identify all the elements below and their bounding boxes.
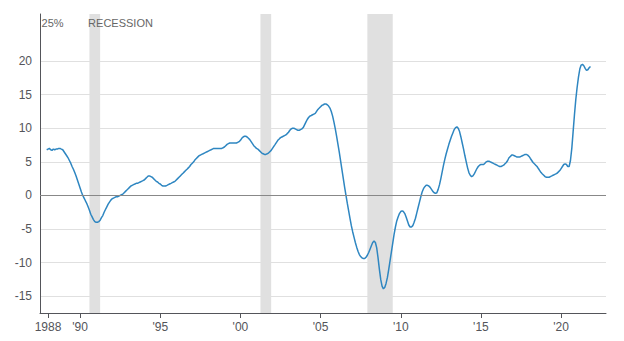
svg-text:10: 10 [19,121,33,135]
svg-text:25%: 25% [42,17,64,29]
svg-text:'05: '05 [313,320,329,334]
svg-text:'95: '95 [152,320,168,334]
svg-text:-5: -5 [21,222,32,236]
svg-text:1988: 1988 [35,320,62,334]
svg-text:5: 5 [25,155,32,169]
svg-text:'10: '10 [393,320,409,334]
svg-text:15: 15 [19,88,33,102]
svg-text:'90: '90 [72,320,88,334]
svg-text:-15: -15 [15,289,33,303]
svg-text:'15: '15 [473,320,489,334]
svg-text:20: 20 [19,54,33,68]
svg-text:0: 0 [25,188,32,202]
svg-text:'20: '20 [553,320,569,334]
svg-text:RECESSION: RECESSION [88,17,153,29]
svg-text:-10: -10 [15,256,33,270]
svg-text:'00: '00 [233,320,249,334]
